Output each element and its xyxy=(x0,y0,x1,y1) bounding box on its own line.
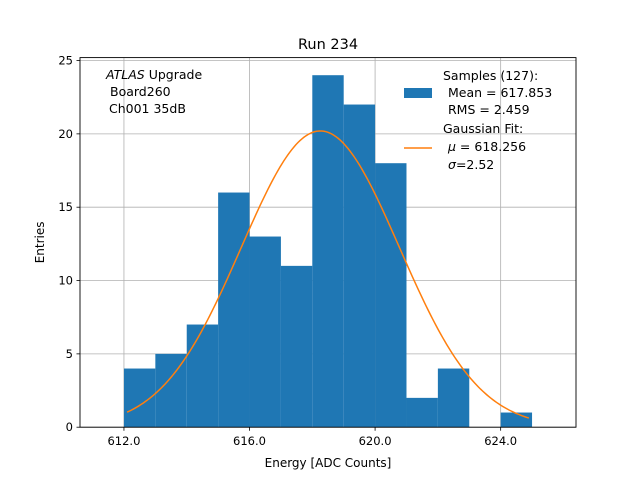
histogram-bar xyxy=(437,368,470,428)
plot-frame xyxy=(79,57,577,428)
legend-samples-title: Samples (127): xyxy=(443,68,538,83)
histogram-bars xyxy=(123,75,533,428)
y-tick-label: 25 xyxy=(58,54,73,68)
y-tick-label: 15 xyxy=(58,200,73,214)
y-tick-label: 5 xyxy=(66,347,73,361)
board-label: Board260 xyxy=(110,84,171,99)
histogram-bar xyxy=(343,104,376,428)
info-annotation: ATLAS Upgrade Board260 Ch001 35dB xyxy=(105,67,202,116)
atlas-label: ATLAS xyxy=(105,67,145,82)
y-axis-label: Entries xyxy=(33,222,47,264)
histogram-bar xyxy=(406,397,438,428)
svg-text:μ = 618.256: μ = 618.256 xyxy=(447,139,526,154)
histogram-bar xyxy=(500,412,533,428)
histogram-bar xyxy=(218,192,250,428)
chart-title: Run 234 xyxy=(298,37,358,53)
x-tick-label: 624.0 xyxy=(484,434,517,448)
y-tick-label: 20 xyxy=(58,127,73,141)
histogram-bar xyxy=(186,324,219,428)
y-tick-label: 0 xyxy=(66,420,73,434)
legend-fit-sigma-symbol: σ xyxy=(448,157,457,172)
histogram-bar xyxy=(375,163,407,428)
legend-samples-mean: Mean = 617.853 xyxy=(448,85,552,100)
gaussian-fit-curve xyxy=(126,130,530,419)
legend-fit-mu-value: = 618.256 xyxy=(456,139,526,154)
x-axis-label: Energy [ADC Counts] xyxy=(265,456,392,470)
channel-label: Ch001 35dB xyxy=(109,101,186,116)
histogram-bar xyxy=(155,353,187,428)
legend-fit-mu-symbol: μ xyxy=(447,139,456,154)
x-tick-label: 620.0 xyxy=(359,434,392,448)
y-axis-ticks: 0 5 10 15 20 25 xyxy=(58,54,80,434)
svg-text:ATLAS Upgrade: ATLAS Upgrade xyxy=(105,67,202,82)
legend-fit-title: Gaussian Fit: xyxy=(443,121,523,136)
histogram-bar xyxy=(280,265,313,428)
svg-text:σ=2.52: σ=2.52 xyxy=(448,157,494,172)
x-axis-ticks: 612.0 616.0 620.0 624.0 xyxy=(107,427,517,448)
upgrade-label: Upgrade xyxy=(145,67,203,82)
x-tick-label: 616.0 xyxy=(233,434,266,448)
histogram-bar xyxy=(312,75,344,428)
gaussian-fit xyxy=(126,130,530,419)
legend: Samples (127): Mean = 617.853 RMS = 2.45… xyxy=(404,68,552,172)
y-tick-label: 10 xyxy=(58,274,73,288)
legend-fit-sigma-value: =2.52 xyxy=(456,157,494,172)
x-tick-label: 612.0 xyxy=(107,434,140,448)
legend-samples-patch xyxy=(404,88,432,98)
histogram-bar xyxy=(249,236,281,428)
legend-samples-rms: RMS = 2.459 xyxy=(448,102,530,117)
